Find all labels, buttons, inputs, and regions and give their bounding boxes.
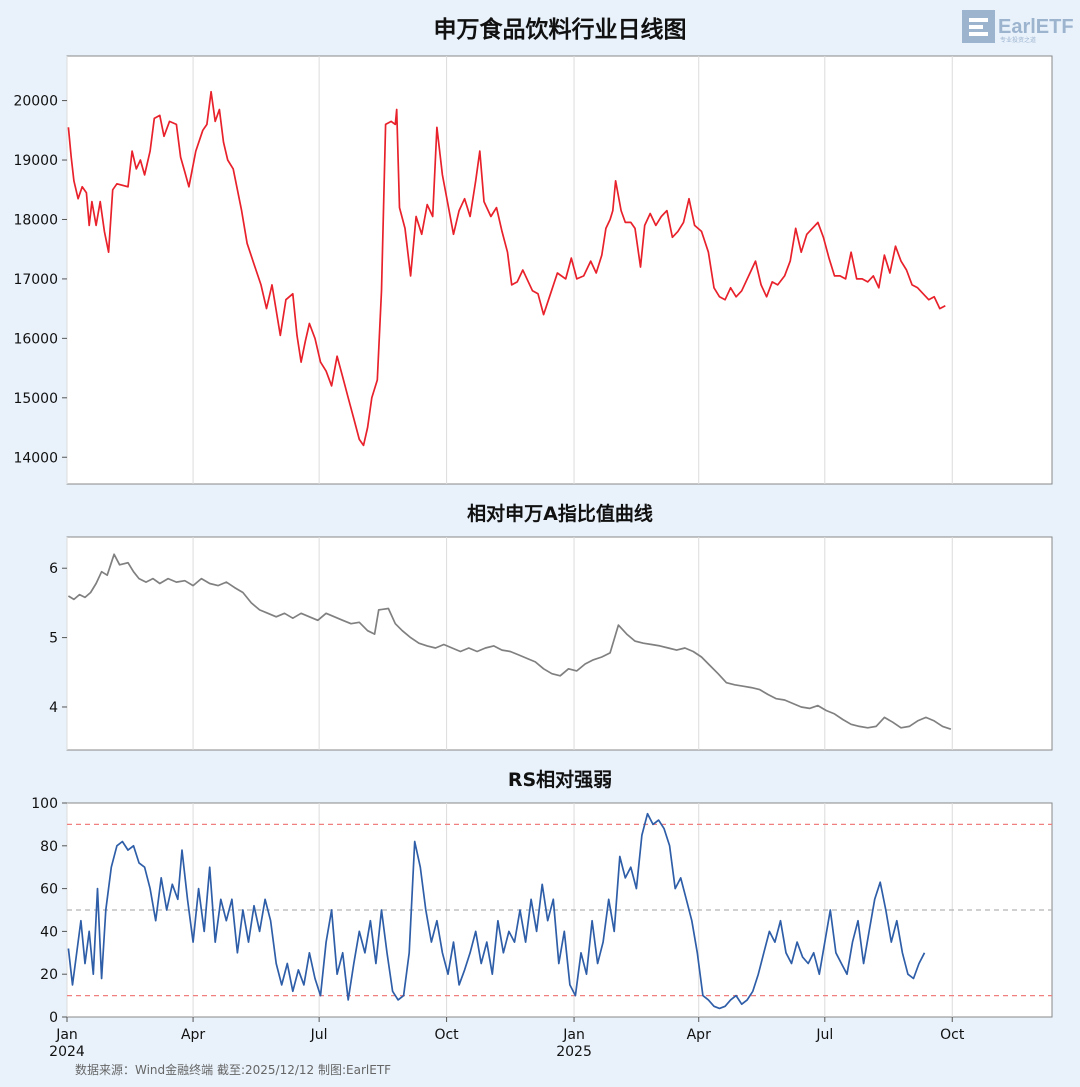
x-tick-label: Apr (687, 1027, 711, 1043)
rs-y-tick-label: 60 (40, 882, 58, 898)
rs-y-tick-label: 0 (49, 1010, 58, 1026)
price-y-tick-label: 19000 (13, 153, 58, 169)
price-y-tick-label: 18000 (13, 212, 58, 228)
main-chart-title: 申万食品饮料行业日线图 (434, 16, 687, 43)
rs-chart-title: RS相对强弱 (508, 768, 612, 791)
rs-y-tick-label: 100 (31, 796, 58, 812)
price-y-tick-label: 20000 (13, 94, 58, 110)
data-source-note: 数据来源：Wind金融终端 截至:2025/12/12 制图:EarlETF (75, 1063, 392, 1077)
ratio-series-line (67, 553, 952, 731)
ratio-y-tick-label: 5 (49, 631, 58, 647)
ratio-y-tick-label: 6 (49, 561, 58, 577)
x-tick-label: Jul (310, 1027, 328, 1043)
x-tick-year-label: 2024 (49, 1044, 85, 1060)
x-tick-label: Jan (55, 1027, 78, 1043)
ratio-chart-title: 相对申万A指比值曲线 (467, 502, 653, 525)
price-panel-frame (66, 55, 1053, 485)
ratio-panel-frame (66, 536, 1053, 751)
rs-y-tick-label: 40 (40, 924, 58, 940)
logo-mark-icon: EarlETF 专业投资之道 (962, 10, 1074, 44)
price-y-tick-label: 14000 (13, 450, 58, 466)
logo-text: EarlETF (998, 16, 1074, 38)
price-series-line (67, 90, 946, 447)
x-tick-label: Jan (562, 1027, 585, 1043)
x-tick-label: Oct (434, 1027, 459, 1043)
price-y-tick-label: 16000 (13, 331, 58, 347)
plot-area: 1400015000160001700018000190002000045602… (13, 55, 1053, 1060)
x-tick-label: Apr (181, 1027, 205, 1043)
price-y-tick-label: 15000 (13, 391, 58, 407)
rs-y-tick-label: 20 (40, 967, 58, 983)
rs-y-tick-label: 80 (40, 839, 58, 855)
logo-tagline: 专业投资之道 (1000, 36, 1036, 44)
rs-series-line (67, 812, 926, 1010)
x-tick-label: Oct (940, 1027, 965, 1043)
x-tick-year-label: 2025 (556, 1044, 592, 1060)
price-y-tick-label: 17000 (13, 272, 58, 288)
x-tick-label: Jul (815, 1027, 833, 1043)
brand-logo: EarlETF 专业投资之道 (962, 10, 1074, 44)
ratio-y-tick-label: 4 (49, 700, 58, 716)
